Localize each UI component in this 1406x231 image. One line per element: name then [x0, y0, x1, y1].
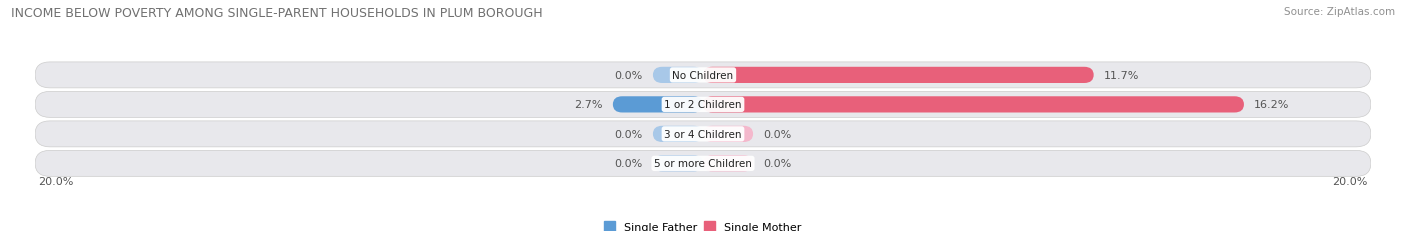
Text: Source: ZipAtlas.com: Source: ZipAtlas.com: [1284, 7, 1395, 17]
Text: 0.0%: 0.0%: [614, 159, 643, 169]
Text: 0.0%: 0.0%: [614, 129, 643, 139]
Text: 1 or 2 Children: 1 or 2 Children: [664, 100, 742, 110]
FancyBboxPatch shape: [35, 121, 1371, 147]
FancyBboxPatch shape: [35, 151, 1371, 176]
FancyBboxPatch shape: [703, 156, 754, 172]
Text: 11.7%: 11.7%: [1104, 71, 1139, 81]
FancyBboxPatch shape: [703, 126, 754, 142]
Text: INCOME BELOW POVERTY AMONG SINGLE-PARENT HOUSEHOLDS IN PLUM BOROUGH: INCOME BELOW POVERTY AMONG SINGLE-PARENT…: [11, 7, 543, 20]
FancyBboxPatch shape: [703, 67, 1094, 84]
Text: 16.2%: 16.2%: [1254, 100, 1289, 110]
FancyBboxPatch shape: [652, 126, 703, 142]
Text: 5 or more Children: 5 or more Children: [654, 159, 752, 169]
FancyBboxPatch shape: [652, 156, 703, 172]
FancyBboxPatch shape: [35, 92, 1371, 118]
Text: 20.0%: 20.0%: [1331, 176, 1368, 186]
Text: 0.0%: 0.0%: [763, 159, 792, 169]
FancyBboxPatch shape: [35, 63, 1371, 88]
FancyBboxPatch shape: [613, 97, 703, 113]
Text: 3 or 4 Children: 3 or 4 Children: [664, 129, 742, 139]
FancyBboxPatch shape: [652, 67, 703, 84]
FancyBboxPatch shape: [703, 97, 1244, 113]
Text: 0.0%: 0.0%: [763, 129, 792, 139]
Text: 0.0%: 0.0%: [614, 71, 643, 81]
Text: 2.7%: 2.7%: [574, 100, 603, 110]
Text: No Children: No Children: [672, 71, 734, 81]
Legend: Single Father, Single Mother: Single Father, Single Mother: [605, 221, 801, 231]
Text: 20.0%: 20.0%: [38, 176, 75, 186]
